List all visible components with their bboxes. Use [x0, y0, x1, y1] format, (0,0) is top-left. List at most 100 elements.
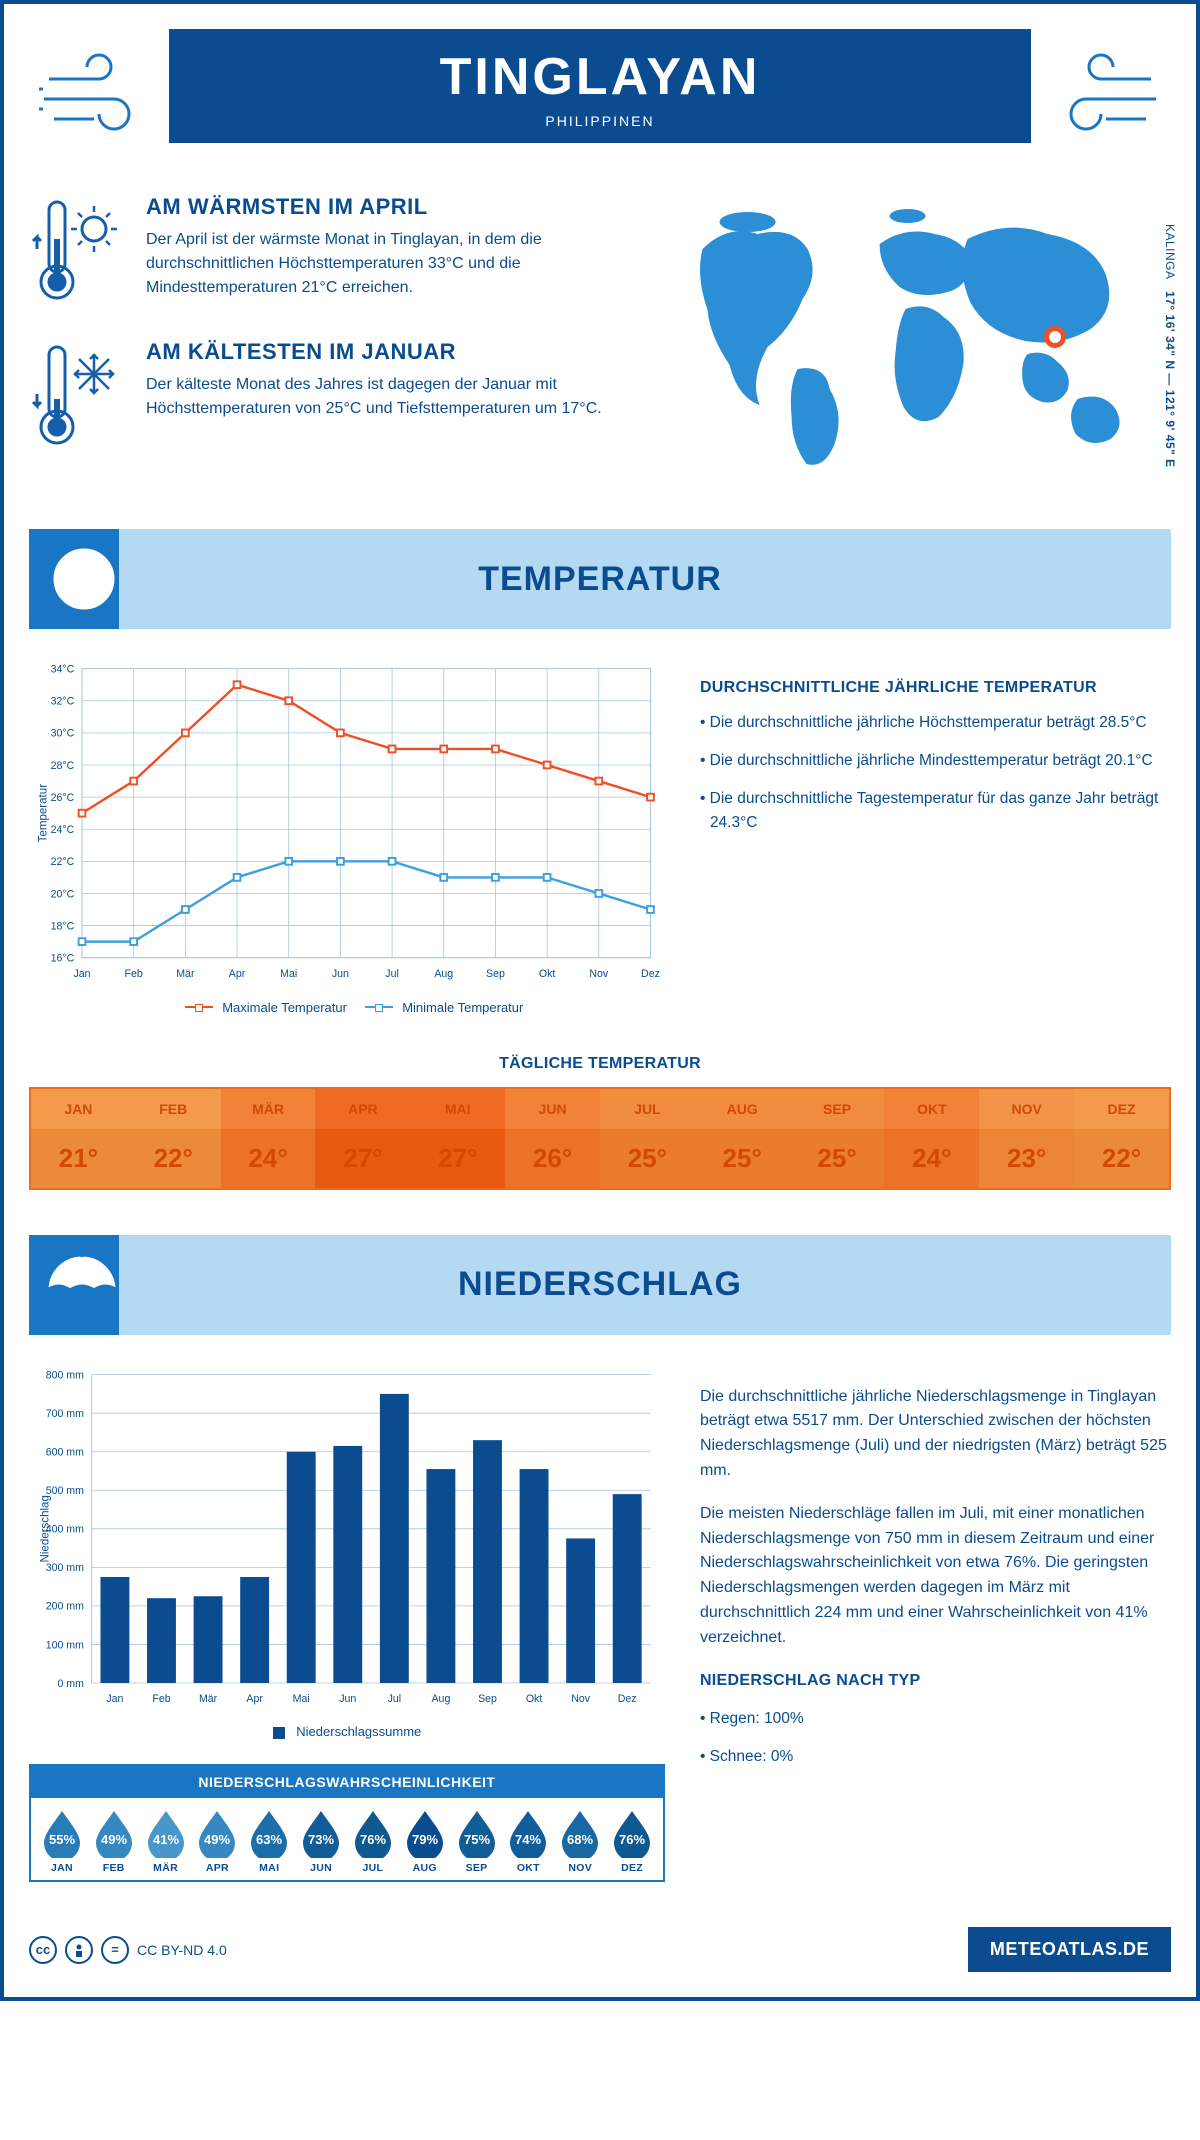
svg-text:Mai: Mai [280, 968, 297, 980]
location-marker-icon [1044, 326, 1066, 348]
svg-text:Apr: Apr [246, 1693, 263, 1705]
footer: cc = CC BY-ND 4.0 METEOATLAS.DE [29, 1927, 1171, 1972]
svg-text:Temperatur: Temperatur [37, 784, 49, 843]
svg-text:Okt: Okt [526, 1693, 543, 1705]
precip-type-list: • Regen: 100%• Schnee: 0% [700, 1707, 1171, 1769]
daily-cell: MÄR 24° [221, 1089, 316, 1188]
probability-row: 55% JAN 49% FEB 41% MÄR 49% APR 63% MAI … [31, 1798, 663, 1880]
probability-drop: 68% NOV [555, 1808, 605, 1874]
svg-text:Mär: Mär [176, 968, 195, 980]
svg-text:Nov: Nov [571, 1693, 591, 1705]
svg-text:Feb: Feb [125, 968, 143, 980]
svg-text:Jan: Jan [73, 968, 90, 980]
svg-text:100 mm: 100 mm [46, 1639, 84, 1651]
precipitation-banner: NIEDERSCHLAG [29, 1235, 1171, 1335]
probability-drop: 73% JUN [296, 1808, 346, 1874]
daily-temp-title: TÄGLICHE TEMPERATUR [29, 1055, 1171, 1073]
svg-text:700 mm: 700 mm [46, 1408, 84, 1420]
coldest-text: Der kälteste Monat des Jahres ist dagege… [146, 373, 609, 421]
svg-text:76%: 76% [619, 1832, 645, 1847]
daily-cell: JUN 26° [505, 1089, 600, 1188]
probability-drop: 76% DEZ [607, 1808, 657, 1874]
svg-text:300 mm: 300 mm [46, 1562, 84, 1574]
svg-text:Jan: Jan [106, 1693, 123, 1705]
precip-legend: Niederschlagssumme [29, 1724, 665, 1739]
probability-drop: 49% APR [192, 1808, 242, 1874]
svg-text:49%: 49% [101, 1832, 127, 1847]
page: TINGLAYAN PHILIPPINEN [0, 0, 1200, 2001]
svg-text:Apr: Apr [229, 968, 246, 980]
probability-drop: 49% FEB [89, 1808, 139, 1874]
svg-text:26°C: 26°C [51, 792, 75, 804]
temperature-row: 16°C18°C20°C22°C24°C26°C28°C30°C32°C34°C… [29, 659, 1171, 1015]
temperature-chart: 16°C18°C20°C22°C24°C26°C28°C30°C32°C34°C… [29, 659, 665, 1015]
map-column: KALINGA 17° 16' 34" N — 121° 9' 45" E [644, 194, 1171, 484]
thermometer-snow-icon [29, 339, 124, 454]
svg-text:0 mm: 0 mm [57, 1677, 84, 1689]
title-band: TINGLAYAN PHILIPPINEN [169, 29, 1031, 143]
svg-text:16°C: 16°C [51, 953, 75, 965]
probability-drop: 41% MÄR [141, 1808, 191, 1874]
bar-chart: 0 mm100 mm200 mm300 mm400 mm500 mm600 mm… [29, 1365, 665, 1712]
nd-icon: = [101, 1936, 129, 1964]
svg-text:24°C: 24°C [51, 824, 75, 836]
svg-text:18°C: 18°C [51, 920, 75, 932]
precipitation-row: 0 mm100 mm200 mm300 mm400 mm500 mm600 mm… [29, 1365, 1171, 1883]
line-chart: 16°C18°C20°C22°C24°C26°C28°C30°C32°C34°C… [29, 659, 665, 987]
temperature-banner: TEMPERATUR [29, 529, 1171, 629]
daily-cell: FEB 22° [126, 1089, 221, 1188]
thermometer-sun-icon [29, 194, 124, 309]
svg-text:28°C: 28°C [51, 760, 75, 772]
temp-legend: Maximale Temperatur Minimale Temperatur [29, 1000, 665, 1015]
probability-drop: 75% SEP [452, 1808, 502, 1874]
sun-icon [29, 529, 119, 629]
precipitation-section-title: NIEDERSCHLAG [458, 1265, 742, 1304]
svg-text:73%: 73% [308, 1832, 334, 1847]
svg-text:41%: 41% [153, 1832, 179, 1847]
svg-text:22°C: 22°C [51, 856, 75, 868]
probability-drop: 76% JUL [348, 1808, 398, 1874]
cc-icon: cc [29, 1936, 57, 1964]
annual-temp-title: DURCHSCHNITTLICHE JÄHRLICHE TEMPERATUR [700, 679, 1171, 697]
warmest-fact: AM WÄRMSTEN IM APRIL Der April ist der w… [29, 194, 609, 309]
svg-text:Mär: Mär [199, 1693, 218, 1705]
svg-text:Feb: Feb [152, 1693, 170, 1705]
umbrella-icon [29, 1235, 119, 1335]
warmest-title: AM WÄRMSTEN IM APRIL [146, 194, 609, 220]
coldest-fact: AM KÄLTESTEN IM JANUAR Der kälteste Mona… [29, 339, 609, 454]
svg-text:Mai: Mai [293, 1693, 310, 1705]
daily-cell: SEP 25° [790, 1089, 885, 1188]
probability-drop: 79% AUG [400, 1808, 450, 1874]
svg-text:800 mm: 800 mm [46, 1369, 84, 1381]
header: TINGLAYAN PHILIPPINEN [29, 29, 1171, 159]
svg-text:Sep: Sep [486, 968, 505, 980]
world-map [644, 194, 1171, 474]
probability-box: NIEDERSCHLAGSWAHRSCHEINLICHKEIT 55% JAN … [29, 1764, 665, 1882]
temperature-section-title: TEMPERATUR [478, 560, 722, 599]
daily-cell: NOV 23° [979, 1089, 1074, 1188]
legend-swatch-min [365, 1006, 393, 1008]
svg-text:68%: 68% [567, 1832, 593, 1847]
daily-cell: JUL 25° [600, 1089, 695, 1188]
svg-text:400 mm: 400 mm [46, 1523, 84, 1535]
probability-drop: 55% JAN [37, 1808, 87, 1874]
svg-text:Dez: Dez [618, 1693, 637, 1705]
svg-text:Jul: Jul [388, 1693, 402, 1705]
svg-text:79%: 79% [412, 1832, 438, 1847]
wind-icon [39, 49, 159, 144]
page-title: TINGLAYAN [169, 47, 1031, 107]
svg-text:49%: 49% [204, 1832, 230, 1847]
daily-cell: DEZ 22° [1074, 1089, 1169, 1188]
daily-cell: AUG 25° [695, 1089, 790, 1188]
probability-drop: 63% MAI [244, 1808, 294, 1874]
svg-text:32°C: 32°C [51, 696, 75, 708]
facts-column: AM WÄRMSTEN IM APRIL Der April ist der w… [29, 194, 609, 484]
daily-temp-table: JAN 21°FEB 22°MÄR 24°APR 27°MAI 27°JUN 2… [29, 1087, 1171, 1190]
svg-text:30°C: 30°C [51, 728, 75, 740]
brand-badge: METEOATLAS.DE [968, 1927, 1171, 1972]
svg-text:74%: 74% [515, 1832, 541, 1847]
wind-icon [1041, 49, 1161, 144]
daily-cell: APR 27° [315, 1089, 410, 1188]
temperature-annual: DURCHSCHNITTLICHE JÄHRLICHE TEMPERATUR •… [700, 659, 1171, 1015]
probability-drop: 74% OKT [503, 1808, 553, 1874]
